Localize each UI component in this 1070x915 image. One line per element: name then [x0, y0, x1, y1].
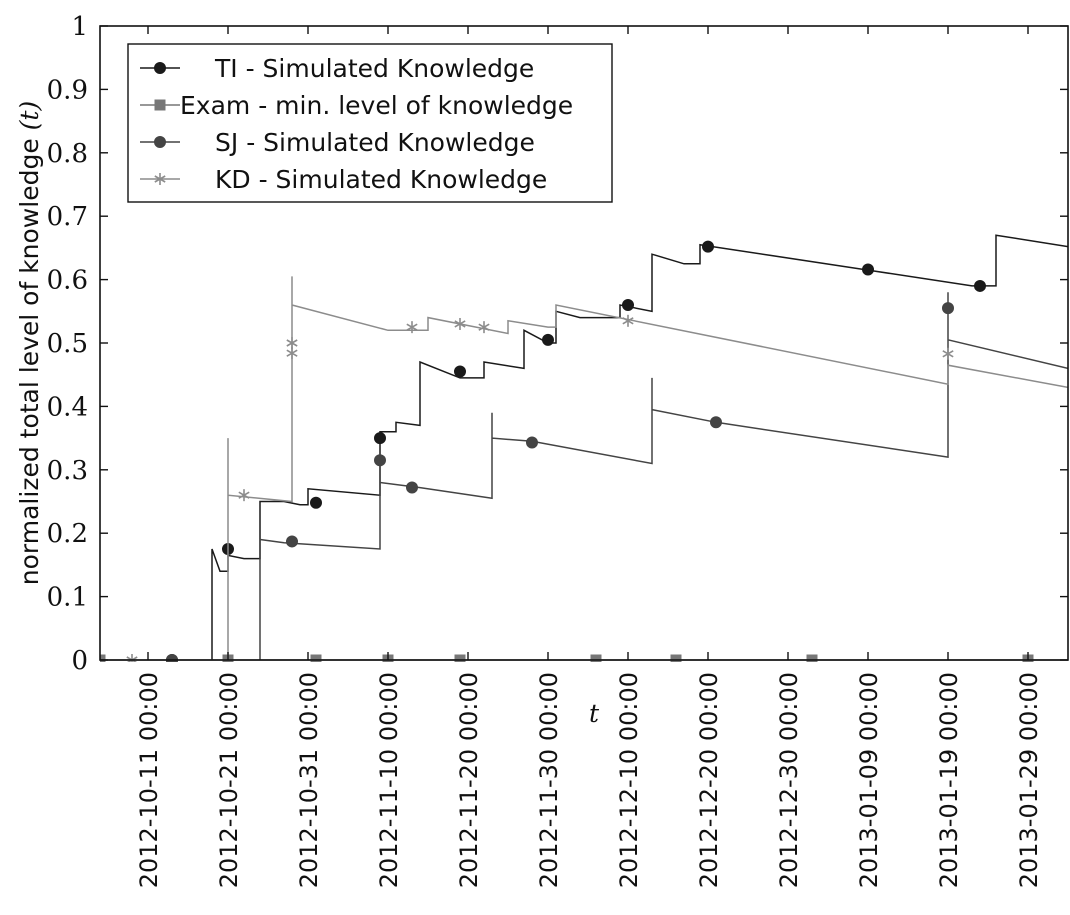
data-point: [526, 436, 538, 449]
y-tick-label: 0.2: [47, 519, 88, 549]
data-point: [454, 365, 466, 378]
data-point: [286, 337, 298, 349]
series-line: [227, 276, 1068, 660]
y-tick-label: 0.9: [47, 75, 88, 105]
y-tick-label: 0.3: [47, 456, 88, 486]
y-tick-label: 0.7: [47, 202, 88, 232]
x-tick-label: 2012-10-31 00:00: [295, 672, 323, 888]
axes-layer: 0 0.1 0.2 0.3 0.4 0.5 0.6 0.7 0.8 0.9 1 2012-10-11 …: [15, 12, 1069, 888]
legend-entry: SJ - Simulated Knowledge: [140, 128, 535, 157]
data-point: [286, 347, 298, 360]
y-tick-label: 0.1: [47, 583, 88, 613]
data-point: [942, 347, 954, 360]
series-line: [211, 234, 1068, 660]
data-point: [454, 654, 466, 662]
legend-label: Exam - min. level of knowledge: [180, 91, 573, 120]
data-point: [702, 240, 714, 253]
x-tick-label: 2012-11-30 00:00: [535, 672, 563, 888]
legend-entry: KD - Simulated Knowledge: [140, 165, 547, 194]
series-line: [259, 292, 1068, 660]
data-point: [406, 321, 418, 334]
legend-label: KD - Simulated Knowledge: [215, 165, 547, 194]
x-tick-label: 2013-01-19 00:00: [935, 672, 963, 888]
data-point: [310, 496, 322, 509]
data-point: [590, 654, 602, 662]
x-tick-label: 2012-10-21 00:00: [215, 672, 243, 888]
data-point: [406, 481, 418, 494]
y-axis-title-text: normalized total level of knowledge: [15, 130, 44, 585]
data-point: [310, 654, 322, 662]
data-point: [710, 416, 722, 429]
data-point: [100, 654, 106, 662]
data-point: [974, 279, 986, 292]
legend-entry: TI - Simulated Knowledge: [140, 54, 534, 83]
series-2: [166, 292, 1068, 662]
data-point: [542, 333, 554, 346]
x-tick-label: 2012-12-20 00:00: [695, 672, 723, 888]
series-0: [166, 234, 1068, 662]
y-tick-label: 0.8: [47, 139, 88, 169]
y-axis-title-var: (t): [15, 101, 44, 131]
data-point: [454, 317, 466, 330]
y-tick-label: 0: [71, 646, 88, 676]
data-point: [862, 263, 874, 276]
data-point: [286, 535, 298, 548]
legend-marker: [154, 173, 166, 185]
data-point: [374, 432, 386, 445]
y-tick-label: 1: [71, 12, 88, 42]
legend-entry: Exam - min. level of knowledge: [140, 91, 573, 120]
legend-marker: [154, 99, 166, 111]
y-axis-title: normalized total level of knowledge (t): [15, 101, 44, 585]
x-tick-label: 2013-01-09 00:00: [855, 672, 883, 888]
series-layer: [100, 234, 1068, 662]
legend-marker: [154, 136, 166, 148]
legend-label: SJ - Simulated Knowledge: [215, 128, 535, 157]
data-point: [622, 298, 634, 311]
legend: TI - Simulated Knowledge Exam - min. leve…: [127, 43, 613, 203]
data-point: [942, 302, 954, 315]
legend-box: [127, 43, 613, 203]
x-axis-title: t: [589, 699, 600, 728]
legend-label: TI - Simulated Knowledge: [214, 54, 534, 83]
data-point: [238, 489, 250, 502]
y-tick-label: 0.5: [47, 329, 88, 359]
x-tick-label: 2012-12-10 00:00: [615, 672, 643, 888]
data-point: [478, 321, 490, 334]
y-tick-label: 0.4: [47, 392, 88, 422]
x-tick-label: 2012-12-30 00:00: [775, 672, 803, 888]
series-3: [126, 276, 1068, 662]
y-tick-label: 0.6: [47, 266, 88, 296]
data-point: [806, 654, 818, 662]
legend-marker: [154, 62, 166, 74]
x-tick-label: 2013-01-29 00:00: [1015, 672, 1043, 888]
x-tick-label: 2012-11-10 00:00: [375, 672, 403, 888]
data-point: [622, 314, 634, 327]
x-tick-label: 2012-11-20 00:00: [455, 672, 483, 888]
data-point: [374, 454, 386, 467]
data-point: [670, 654, 682, 662]
x-tick-label: 2012-10-11 00:00: [135, 672, 163, 888]
